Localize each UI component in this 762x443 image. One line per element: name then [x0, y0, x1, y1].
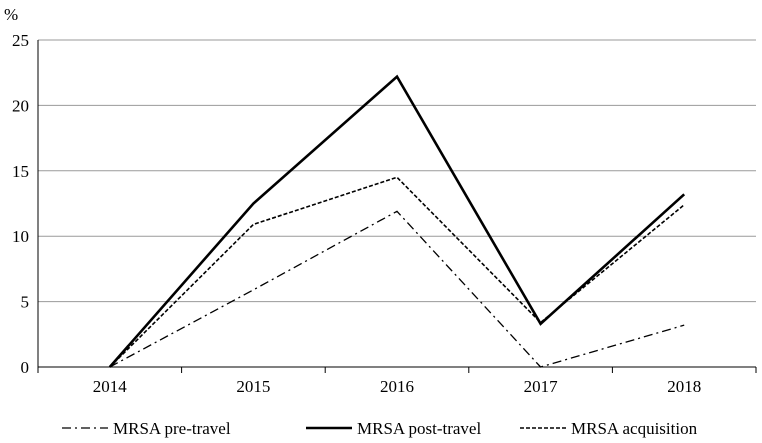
legend-label-1: MRSA pre-travel — [113, 419, 231, 438]
legend-label-2: MRSA post-travel — [357, 419, 481, 438]
series-line-2 — [108, 74, 686, 368]
series-lines — [108, 74, 686, 368]
x-tick-label: 2017 — [524, 377, 559, 396]
x-tick-label: 2018 — [667, 377, 701, 396]
y-tick-label: 5 — [21, 293, 30, 312]
axes — [37, 40, 757, 373]
y-tick-label: 25 — [12, 31, 29, 50]
legend: MRSA pre-travel MRSA post-travel MRSA acqu… — [62, 419, 698, 438]
x-tick-label: 2014 — [93, 377, 128, 396]
series-line-1 — [109, 210, 685, 368]
y-tick-label: 10 — [12, 227, 29, 246]
y-axis-label: % — [4, 5, 18, 24]
series-line-3 — [109, 176, 685, 368]
legend-label-3: MRSA acquisition — [571, 419, 698, 438]
y-tick-label: 20 — [12, 96, 29, 115]
x-tick-label: 2015 — [236, 377, 270, 396]
y-tick-labels: 0 5 10 15 20 25 — [12, 31, 29, 377]
x-tick-labels: 2014 2015 2016 2017 2018 — [93, 377, 701, 396]
y-tick-label: 15 — [12, 162, 29, 181]
y-tick-label: 0 — [21, 358, 30, 377]
x-tick-label: 2016 — [380, 377, 414, 396]
gridlines — [38, 39, 756, 303]
